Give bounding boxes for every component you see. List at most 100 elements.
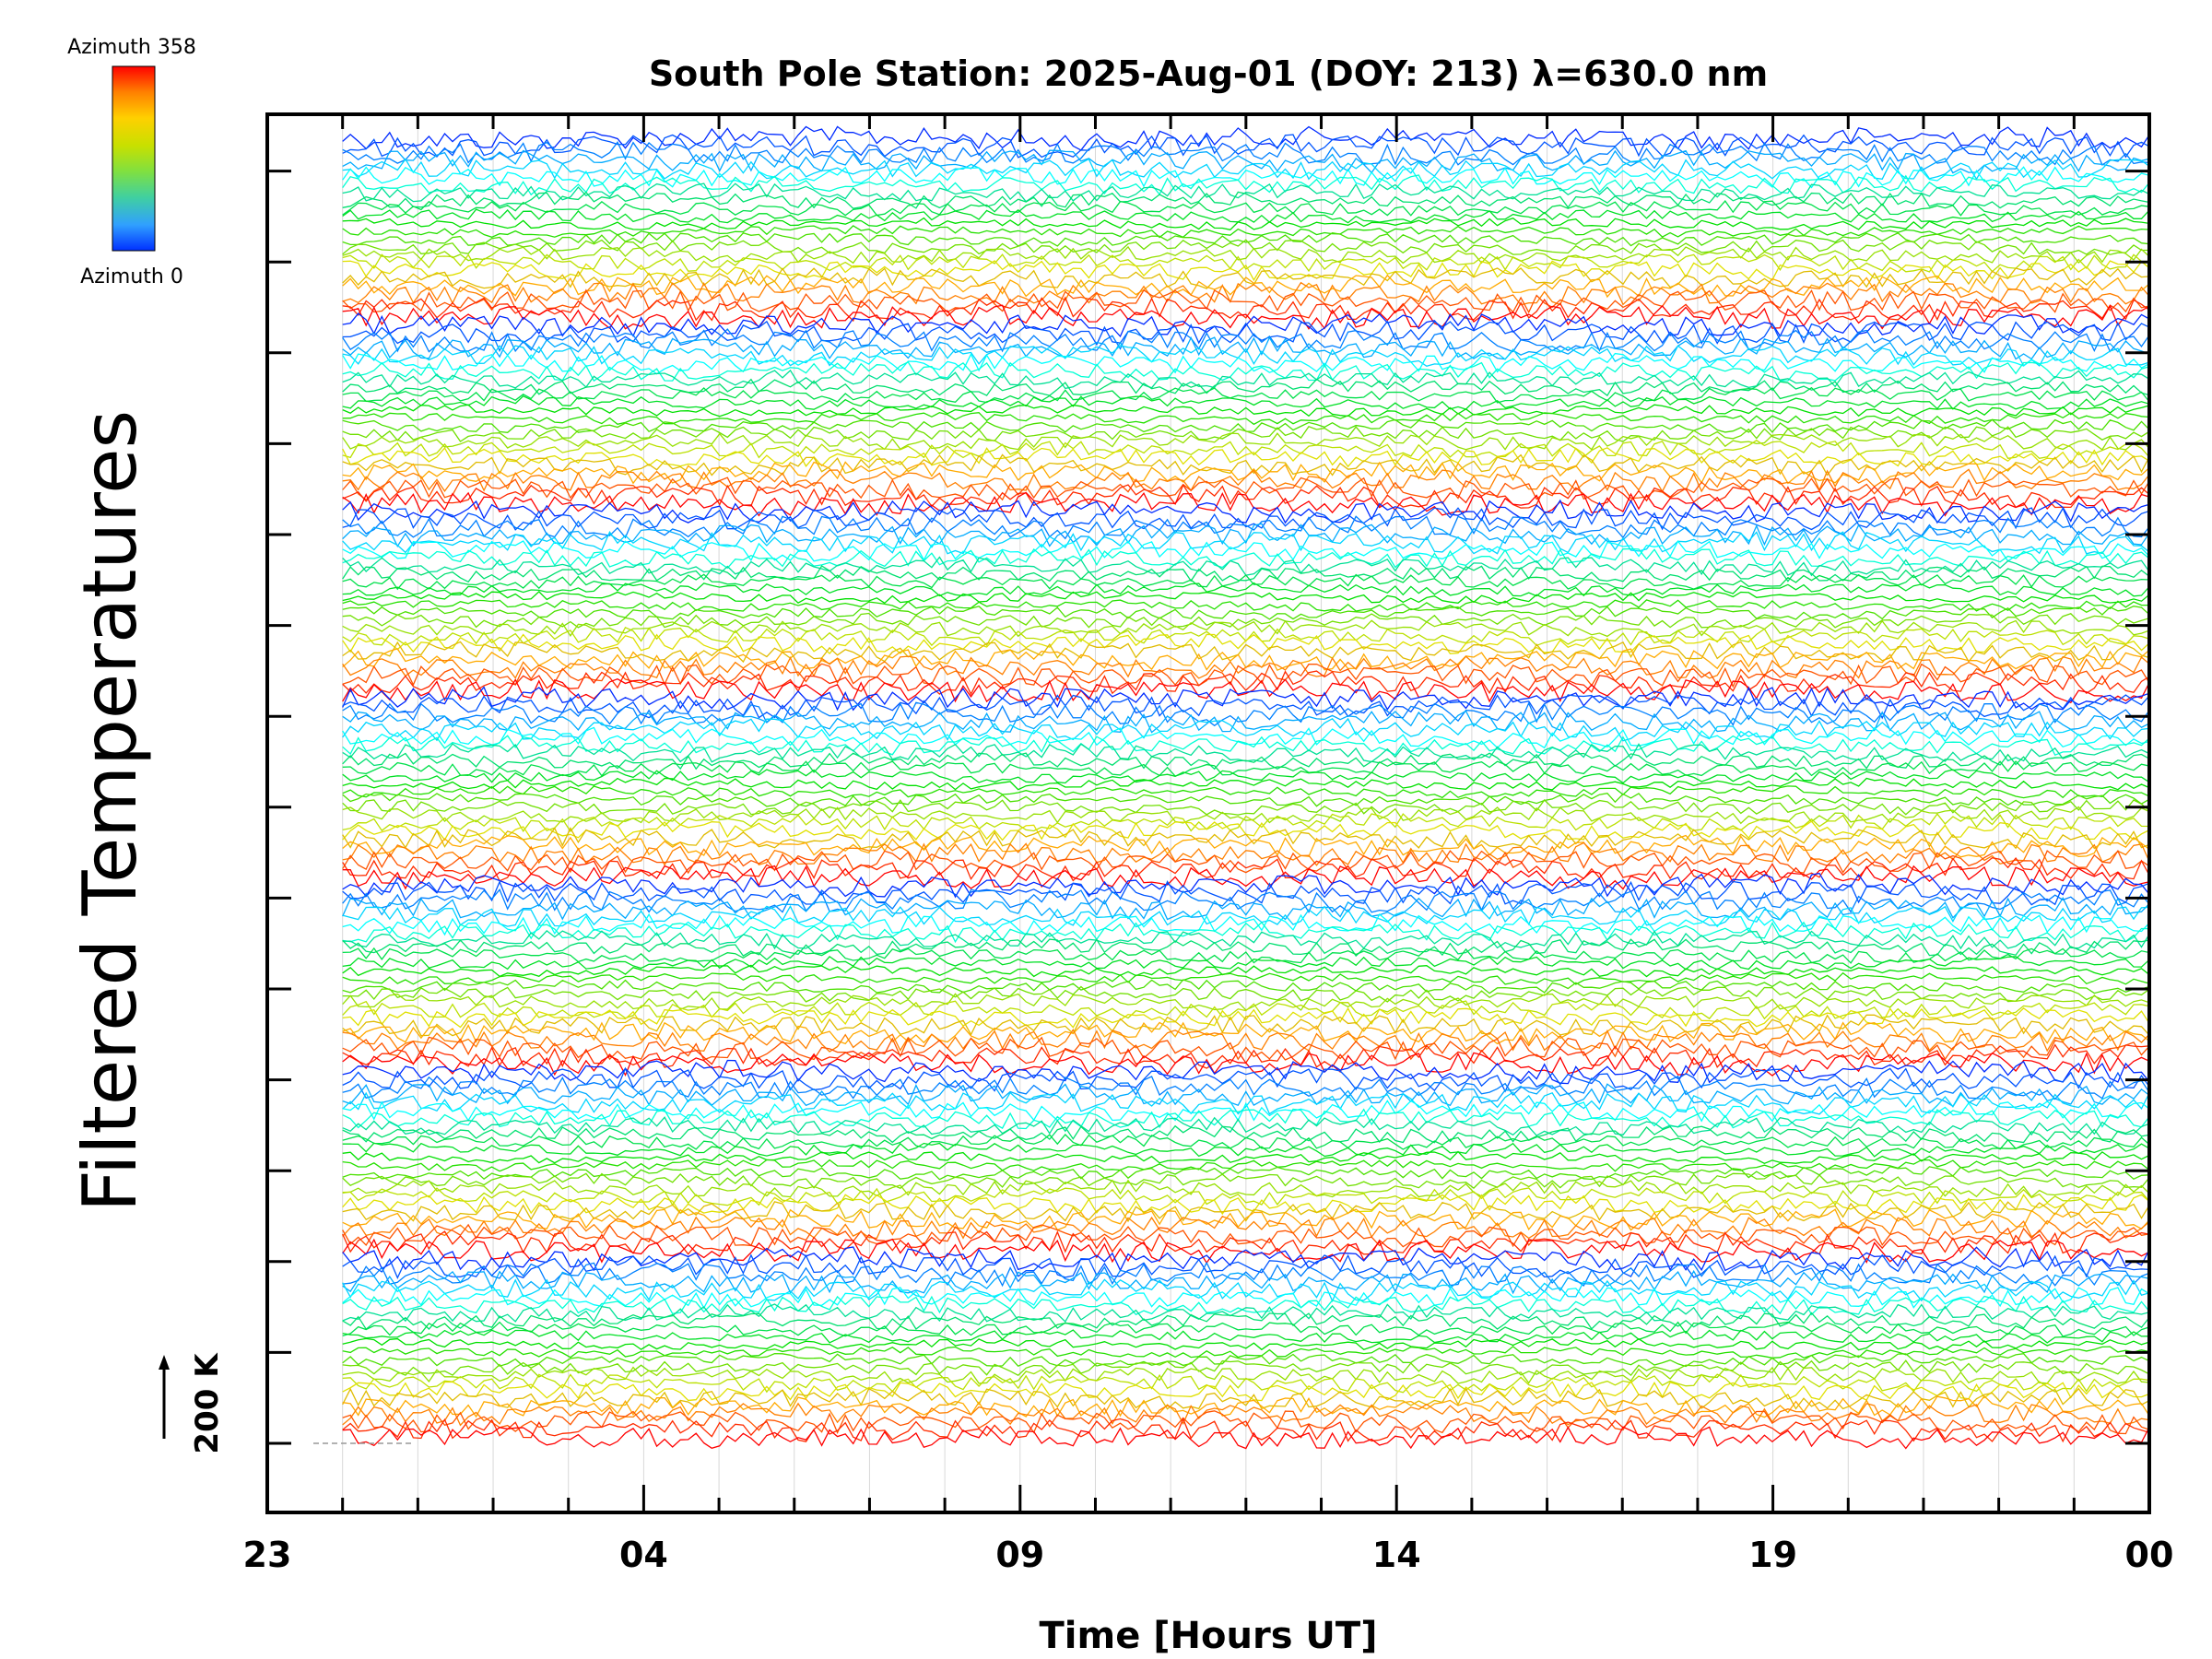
series-line — [342, 792, 2149, 807]
series-line — [342, 1108, 2149, 1130]
series-line — [342, 158, 2149, 181]
scale-label: 200 K — [189, 1352, 226, 1454]
series-line — [342, 813, 2149, 832]
series-line — [342, 477, 2149, 501]
series-line — [342, 1394, 2149, 1418]
series-line — [342, 565, 2149, 583]
series-line — [342, 743, 2149, 763]
series-line — [342, 921, 2149, 944]
series-line — [342, 312, 2149, 338]
series-line — [342, 1172, 2149, 1189]
series-line — [342, 606, 2149, 620]
series-line — [342, 1134, 2149, 1150]
series-line — [342, 849, 2149, 875]
series-line — [342, 540, 2149, 562]
series-line — [342, 404, 2149, 418]
series-line — [342, 1425, 2149, 1450]
series-line — [342, 1402, 2149, 1427]
series-line — [342, 296, 2149, 323]
series-line — [342, 612, 2149, 629]
series-line — [342, 453, 2149, 477]
series-line — [342, 432, 2149, 451]
series-line — [342, 1286, 2149, 1310]
x-tick-label: 00 — [2125, 1535, 2174, 1575]
series-line — [342, 1278, 2149, 1303]
series-line — [342, 1201, 2149, 1223]
series-line — [342, 225, 2149, 239]
series-line — [342, 1410, 2149, 1435]
series-line — [342, 1029, 2149, 1053]
series-line — [342, 1075, 2149, 1100]
series-line — [342, 726, 2149, 749]
series-line — [342, 288, 2149, 314]
series-line — [342, 239, 2149, 255]
series-line — [342, 200, 2149, 217]
scale-arrow-head — [159, 1355, 170, 1370]
series-line — [342, 785, 2149, 799]
series-line — [342, 499, 2149, 524]
series-line — [342, 166, 2149, 189]
series-line — [342, 360, 2149, 382]
series-line — [342, 1337, 2149, 1351]
series-line — [342, 1303, 2149, 1324]
series-line — [342, 1216, 2149, 1240]
colorbar-top-label: Azimuth 358 — [67, 36, 196, 59]
series-line — [342, 523, 2149, 548]
series-line — [342, 912, 2149, 936]
series-line — [342, 1066, 2149, 1093]
series-line — [342, 1116, 2149, 1136]
series-line — [342, 547, 2149, 570]
series-line — [342, 655, 2149, 679]
series-line — [342, 1208, 2149, 1231]
series-line — [342, 769, 2149, 784]
series-line — [342, 1346, 2149, 1359]
colorbar — [112, 65, 156, 252]
series-line — [342, 1100, 2149, 1123]
series-line — [342, 1359, 2149, 1377]
series-line — [342, 1014, 2149, 1037]
series-line — [342, 1373, 2149, 1394]
series-line — [342, 267, 2149, 289]
series-line — [342, 1166, 2149, 1181]
series-line — [342, 352, 2149, 375]
series-line — [342, 412, 2149, 426]
series-line — [342, 468, 2149, 493]
series-line — [342, 328, 2149, 353]
series-line — [342, 491, 2149, 517]
series-line — [342, 141, 2149, 166]
series-line — [342, 735, 2149, 757]
series-line — [342, 834, 2149, 858]
series-line — [342, 506, 2149, 531]
series-line — [342, 1230, 2149, 1255]
series-line — [342, 1150, 2149, 1165]
x-tick-label: 14 — [1372, 1535, 1421, 1575]
series-line — [342, 1052, 2149, 1077]
series-line — [342, 865, 2149, 890]
series-line — [342, 701, 2149, 727]
series-line — [342, 760, 2149, 777]
series-line — [342, 964, 2149, 978]
series-line — [342, 799, 2149, 816]
series-line — [342, 590, 2149, 605]
series-line — [342, 1246, 2149, 1272]
series-line — [342, 1159, 2149, 1172]
series-line — [342, 208, 2149, 224]
series-line — [342, 827, 2149, 851]
series-line — [342, 182, 2149, 203]
chart-title: South Pole Station: 2025-Aug-01 (DOY: 21… — [649, 53, 1768, 94]
series-line — [342, 1000, 2149, 1020]
series-line — [342, 217, 2149, 231]
series-line — [342, 345, 2149, 368]
series-line — [342, 530, 2149, 555]
axes — [265, 112, 2151, 1514]
x-tick-label: 19 — [1748, 1535, 1797, 1575]
series-line — [342, 1269, 2149, 1295]
series-line — [342, 369, 2149, 390]
series-line — [342, 1021, 2149, 1045]
series-line — [342, 245, 2149, 265]
series-line — [342, 717, 2149, 742]
series-line — [342, 446, 2149, 468]
y-axis-label: Filtered Temperatures — [67, 410, 153, 1212]
series-line — [342, 971, 2149, 985]
series-line — [342, 582, 2149, 597]
